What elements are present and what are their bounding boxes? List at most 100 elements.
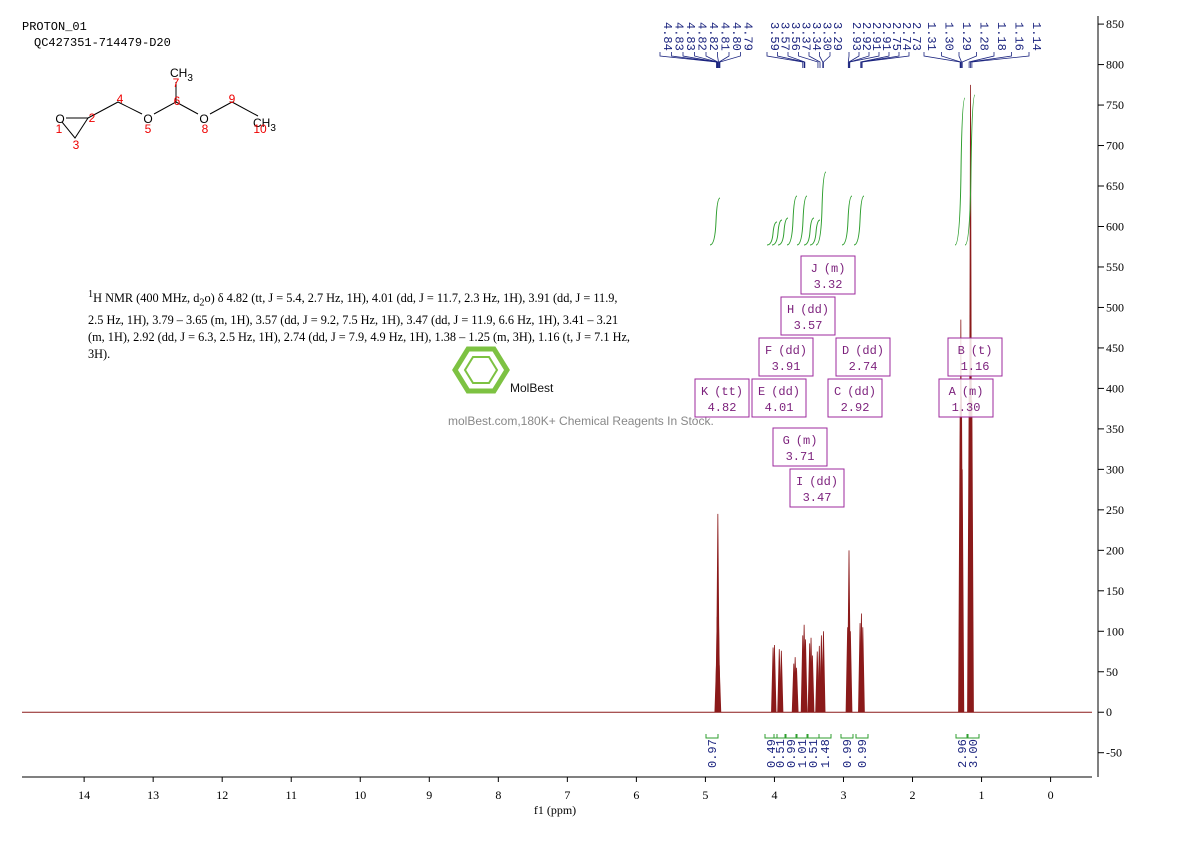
integral-value: 0.97	[706, 739, 720, 768]
atom-number: 2	[89, 111, 96, 125]
integral-bracket	[773, 734, 787, 739]
multiplet-label: E (dd)	[758, 385, 800, 399]
x-tick-label: 8	[495, 788, 501, 802]
y-tick-label: 400	[1106, 381, 1124, 395]
multiplet-letter: C	[834, 385, 841, 399]
multiplet-shift: 3.32	[814, 278, 843, 292]
multiplet-letter: E	[758, 385, 765, 399]
integral-bracket	[818, 734, 832, 739]
peak-label: 3.37	[799, 22, 813, 51]
integral-value: 0.49	[765, 739, 779, 768]
peak-label: 2.73	[909, 22, 923, 51]
peak	[810, 655, 815, 713]
atom-label: CH3	[170, 66, 193, 84]
x-tick-label: 13	[147, 788, 159, 802]
y-tick-label: 450	[1106, 341, 1124, 355]
peak-connector	[808, 52, 821, 68]
multiplet-shift: 4.82	[708, 401, 737, 415]
peak-label: 4.82	[706, 22, 720, 51]
atom-subscript: 3	[270, 123, 276, 134]
multiplet-box	[758, 337, 814, 377]
peak-label: 1.31	[924, 22, 938, 51]
multiplet-shift: 3.91	[772, 360, 801, 374]
x-tick-label: 14	[78, 788, 90, 802]
x-tick-label: 9	[426, 788, 432, 802]
multiplet-box	[835, 337, 891, 377]
peak-label: 3.56	[788, 22, 802, 51]
y-tick-label: 650	[1106, 179, 1124, 193]
peak-connector	[787, 52, 806, 68]
peak-connector	[970, 52, 1012, 68]
atom-symbol: O	[55, 112, 64, 126]
integral-curve	[815, 171, 827, 246]
x-tick-label: 6	[633, 788, 639, 802]
peak-connector	[682, 52, 718, 68]
peak-label: 2.74	[899, 22, 913, 51]
integral-bracket	[955, 734, 969, 739]
multiplet-type: (dd)	[847, 385, 876, 399]
multiplet-label: A (m)	[949, 385, 984, 399]
peak-label: 2.75	[889, 22, 903, 51]
y-tick-label: 800	[1106, 58, 1124, 72]
atom-number: 6	[174, 94, 181, 108]
integral-bracket	[806, 734, 820, 739]
nmr-text: H NMR (400 MHz, d	[93, 291, 200, 306]
atom-label: CH3	[253, 116, 276, 134]
sample-id: QC427351-714479-D20	[34, 36, 171, 50]
peak-connector	[861, 52, 910, 68]
peak-label: 2.93	[849, 22, 863, 51]
y-tick-label: 150	[1106, 584, 1124, 598]
peak-label: 3.57	[778, 22, 792, 51]
atom-number: 5	[145, 122, 152, 136]
peak-label: 1.28	[977, 22, 991, 51]
peak	[860, 627, 865, 713]
integral-curve	[853, 195, 865, 246]
multiplet-box	[772, 427, 828, 467]
multiplet-label: C (dd)	[834, 385, 876, 399]
multiplet-letter: B	[958, 344, 965, 358]
multiplet-letter: G	[783, 434, 790, 448]
integral-curve	[964, 94, 976, 246]
y-tick-label: 700	[1106, 139, 1124, 153]
peak-label: 1.18	[994, 22, 1008, 51]
multiplet-box	[789, 468, 845, 508]
x-tick-label: 10	[354, 788, 366, 802]
multiplet-shift: 3.57	[794, 319, 823, 333]
multiplet-shift: 1.30	[952, 401, 981, 415]
x-tick-label: 2	[910, 788, 916, 802]
multiplet-shift: 4.01	[765, 401, 794, 415]
peak-connector	[717, 52, 719, 68]
peak-label: 2.91	[869, 22, 883, 51]
peak-label: 4.79	[741, 22, 755, 51]
multiplet-shift: 1.16	[961, 360, 990, 374]
y-tick-label: 550	[1106, 260, 1124, 274]
x-tick-label: 0	[1048, 788, 1054, 802]
atom-number: 3	[73, 138, 80, 152]
multiplet-shift: 2.92	[841, 401, 870, 415]
x-tick-label: 4	[771, 788, 777, 802]
multiplet-type: (tt)	[714, 385, 743, 399]
peak-label: 3.34	[809, 22, 823, 51]
integral-value: 0.51	[774, 739, 788, 768]
multiplet-type: (dd)	[771, 385, 800, 399]
integral-bracket	[795, 734, 809, 739]
peak-connector	[719, 52, 741, 68]
experiment-name: PROTON_01	[22, 20, 87, 34]
multiplet-type: (m)	[824, 262, 846, 276]
peak-label: 4.82	[695, 22, 709, 51]
multiplet-label: K (tt)	[701, 385, 743, 399]
multiplet-label: I (dd)	[796, 475, 838, 489]
multiplet-label: F (dd)	[765, 344, 807, 358]
peak	[821, 631, 826, 713]
atom-symbol: CH	[170, 66, 187, 80]
integral-curve	[766, 221, 778, 246]
multiplet-letter: H	[787, 303, 794, 317]
integral-value: 0.51	[807, 739, 821, 768]
peak-label: 1.30	[942, 22, 956, 51]
multiplet-shift: 3.71	[786, 450, 815, 464]
atom-label: O	[143, 112, 152, 126]
y-tick-label: 300	[1106, 462, 1124, 476]
y-tick-label: 600	[1106, 219, 1124, 233]
peak	[794, 667, 799, 713]
